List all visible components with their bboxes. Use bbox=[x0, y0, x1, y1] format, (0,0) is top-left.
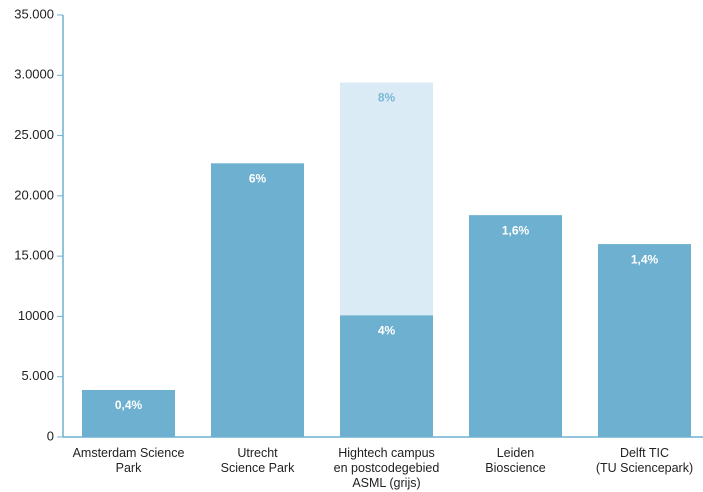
y-tick-label: 3.0000 bbox=[14, 67, 54, 82]
y-tick-label: 20.000 bbox=[14, 187, 54, 202]
bar bbox=[598, 244, 691, 437]
bar bbox=[469, 215, 562, 437]
bar bbox=[82, 389, 175, 437]
x-tick-label: Amsterdam Science Park bbox=[72, 446, 185, 475]
y-tick-label: 25.000 bbox=[14, 127, 54, 142]
x-tick-label: Utrecht Science Park bbox=[220, 446, 295, 475]
bar-label: 4% bbox=[378, 323, 396, 337]
x-tick-label: Hightech campus en postcodegebied ASML (… bbox=[333, 446, 440, 490]
x-tick-label: Delft TIC (TU Sciencepark) bbox=[595, 446, 694, 475]
x-tick-label: Leiden Bioscience bbox=[485, 446, 546, 475]
y-tick-label: 35.000 bbox=[14, 6, 54, 21]
bar-label: 6% bbox=[249, 171, 267, 185]
bar-label: 1,6% bbox=[502, 223, 530, 237]
bar-label: 0,4% bbox=[115, 398, 143, 412]
y-tick-label: 0 bbox=[47, 428, 54, 443]
bar-label: 8% bbox=[378, 91, 396, 105]
bar bbox=[340, 82, 433, 316]
bar bbox=[340, 315, 433, 437]
bar-label: 1,4% bbox=[631, 252, 659, 266]
y-tick-label: 10000 bbox=[18, 308, 54, 323]
bar bbox=[211, 163, 304, 437]
y-tick-label: 15.000 bbox=[14, 248, 54, 263]
y-tick-label: 5.000 bbox=[21, 368, 54, 383]
